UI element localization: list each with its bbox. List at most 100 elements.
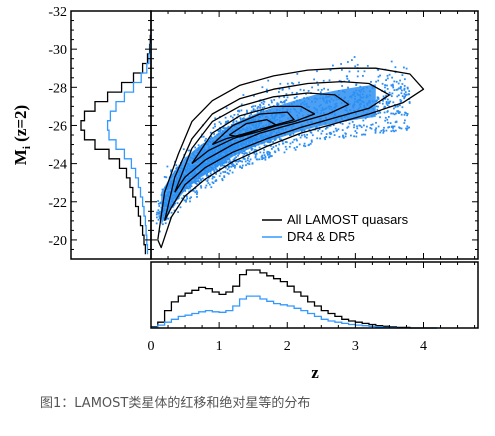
scatter-point xyxy=(363,124,365,127)
scatter-point xyxy=(399,87,402,90)
scatter-point xyxy=(337,128,340,131)
scatter-point xyxy=(276,103,278,106)
scatter-point xyxy=(390,112,393,115)
scatter-point xyxy=(250,110,253,113)
scatter-point xyxy=(386,88,389,90)
scatter-point xyxy=(174,202,176,205)
scatter-point xyxy=(293,138,296,141)
scatter-point xyxy=(266,152,269,154)
scatter-point xyxy=(196,183,198,185)
scatter-point xyxy=(262,109,265,112)
scatter-point xyxy=(159,212,162,215)
y-tick-label: -32 xyxy=(48,5,67,20)
scatter-point xyxy=(308,128,311,131)
scatter-point xyxy=(351,59,353,61)
scatter-point xyxy=(382,131,385,134)
scatter-point xyxy=(393,89,396,91)
scatter-point xyxy=(227,125,230,128)
scatter-point xyxy=(306,133,308,136)
scatter-point xyxy=(272,141,274,143)
scatter-point xyxy=(206,179,209,182)
scatter-point xyxy=(247,157,249,159)
scatter-point xyxy=(237,160,240,163)
scatter-point xyxy=(342,135,344,138)
scatter-point xyxy=(383,126,385,129)
scatter-point xyxy=(348,122,351,125)
scatter-point xyxy=(357,70,360,73)
scatter-point xyxy=(394,106,397,108)
scatter-point xyxy=(230,165,233,168)
scatter-point xyxy=(232,159,235,161)
scatter-point xyxy=(393,125,396,128)
scatter-point xyxy=(194,191,197,194)
scatter-point xyxy=(385,94,387,97)
scatter-point xyxy=(273,99,276,101)
scatter-point xyxy=(353,124,356,126)
scatter-point xyxy=(348,70,351,73)
scatter-point xyxy=(318,128,321,130)
scatter-point xyxy=(393,130,395,133)
scatter-point xyxy=(391,125,393,128)
scatter-point xyxy=(403,96,406,99)
scatter-point xyxy=(396,88,399,91)
scatter-point xyxy=(220,164,222,167)
scatter-point xyxy=(190,196,192,199)
scatter-point xyxy=(275,144,277,147)
scatter-point xyxy=(404,78,406,81)
scatter-point xyxy=(237,110,239,112)
scatter-point xyxy=(240,109,243,112)
scatter-point xyxy=(259,151,262,154)
scatter-point xyxy=(303,133,306,136)
scatter-point xyxy=(197,144,200,147)
scatter-point xyxy=(190,185,193,188)
scatter-point xyxy=(162,223,164,226)
scatter-point xyxy=(252,108,255,110)
scatter-point xyxy=(250,147,253,150)
scatter-point xyxy=(374,131,377,134)
scatter-point xyxy=(406,86,409,89)
scatter-point xyxy=(340,63,342,65)
scatter-point xyxy=(266,150,269,153)
scatter-point xyxy=(296,139,298,142)
scatter-point xyxy=(222,162,225,164)
scatter-point xyxy=(263,144,266,147)
scatter-point xyxy=(274,151,277,154)
scatter-point xyxy=(228,158,231,161)
scatter-point xyxy=(329,131,332,134)
scatter-point xyxy=(264,155,267,158)
scatter-point xyxy=(387,98,389,101)
scatter-point xyxy=(200,179,202,182)
scatter-point xyxy=(266,91,268,93)
scatter-point xyxy=(384,84,386,86)
scatter-point xyxy=(209,137,212,140)
scatter-point xyxy=(348,79,350,82)
scatter-point xyxy=(195,190,198,192)
scatter-point xyxy=(224,171,226,173)
scatter-point xyxy=(381,102,384,105)
scatter-point xyxy=(205,174,208,176)
scatter-point xyxy=(307,90,310,92)
figure-caption: 图1：LAMOST类星体的红移和绝对星等的分布 xyxy=(40,396,311,411)
scatter-point xyxy=(364,117,367,120)
scatter-point xyxy=(200,178,202,181)
y-axis-label-sub: i xyxy=(21,146,33,149)
scatter-point xyxy=(227,120,229,122)
scatter-point xyxy=(295,95,298,98)
scatter-point xyxy=(338,135,341,138)
scatter-point xyxy=(385,102,388,105)
scatter-point xyxy=(177,211,179,213)
scatter-point xyxy=(354,130,357,132)
scatter-point xyxy=(366,65,369,67)
scatter-point xyxy=(369,127,372,129)
scatter-point xyxy=(299,88,302,91)
scatter-point xyxy=(171,206,174,208)
scatter-point xyxy=(386,84,388,87)
scatter-point xyxy=(394,66,397,69)
scatter-point xyxy=(252,105,255,108)
scatter-point xyxy=(399,111,401,114)
scatter-point xyxy=(264,156,267,159)
redshift-hist-all xyxy=(151,269,438,329)
scatter-point xyxy=(188,190,191,193)
scatter-point xyxy=(362,75,364,77)
scatter-point xyxy=(356,63,359,66)
